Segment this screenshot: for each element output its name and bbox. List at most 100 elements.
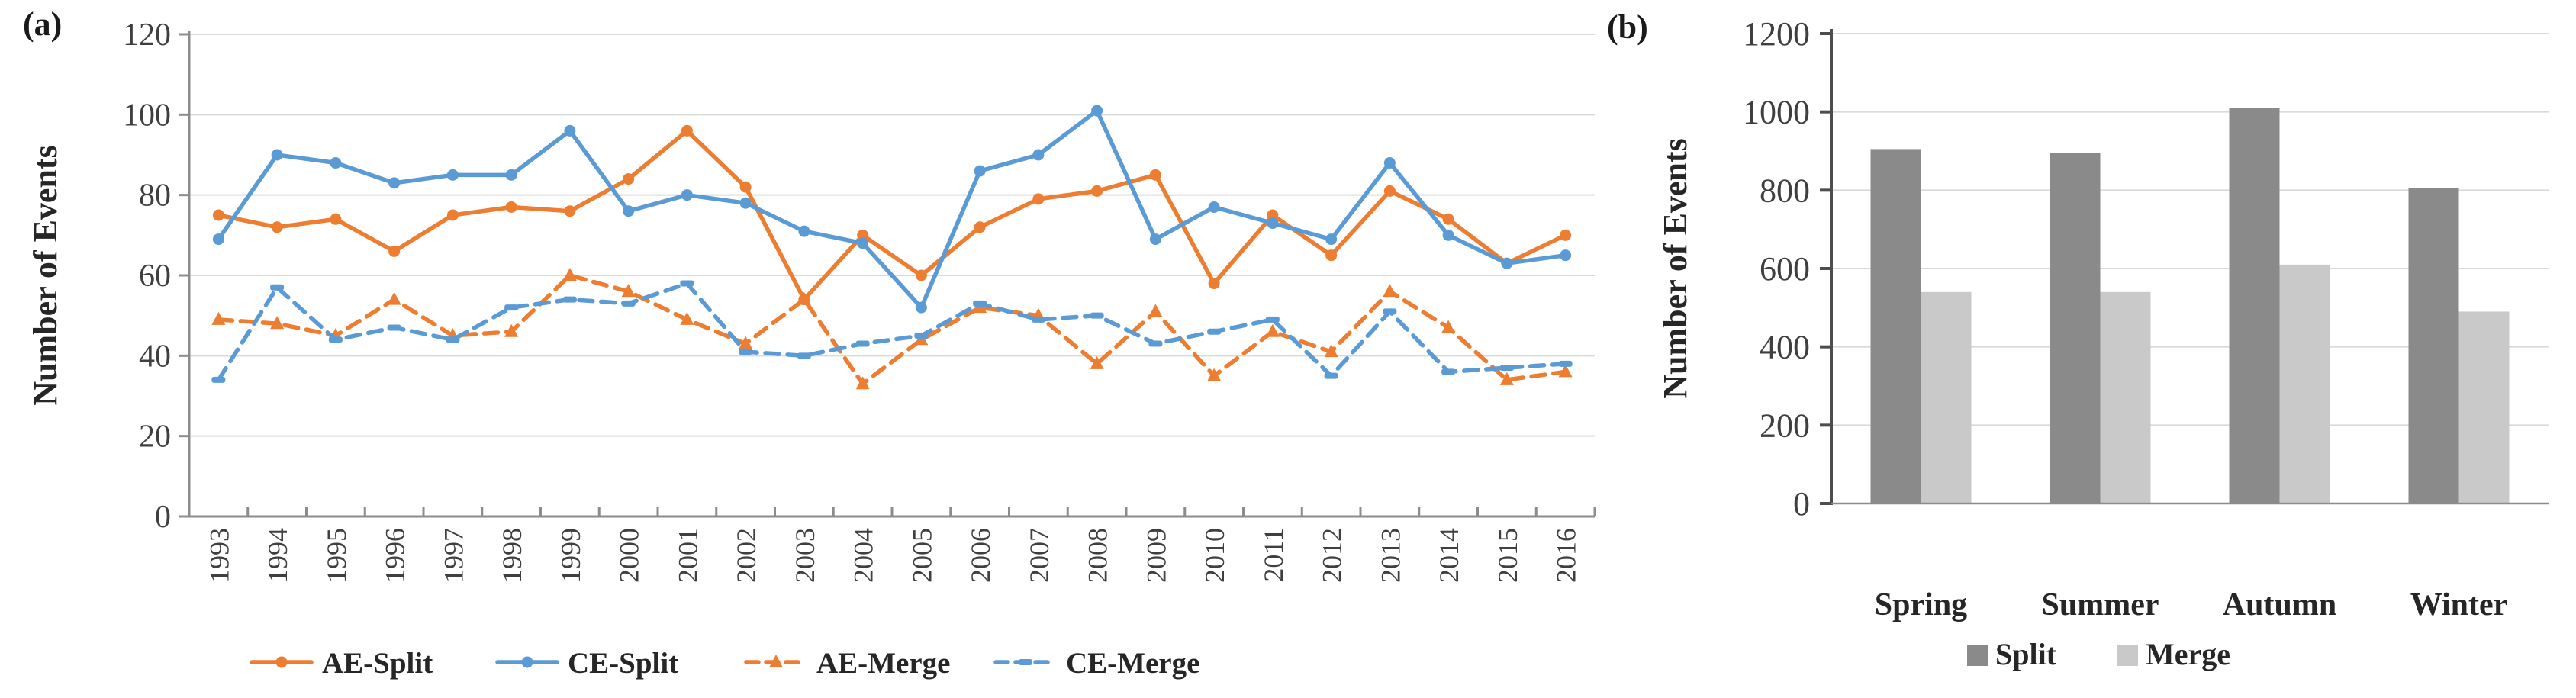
category-label-winter: Winter (2410, 587, 2508, 622)
data-point (1324, 344, 1338, 358)
data-point (505, 169, 517, 181)
series-ae-merge (211, 268, 1573, 390)
data-point (798, 225, 810, 237)
y-tick-label: 80 (139, 179, 171, 214)
legend-a: AE-Split CE-Split AE-Merge CE-Merge (250, 647, 1199, 680)
y-tick-labels: 0 200 400 600 800 1000 1200 (1743, 15, 1810, 523)
data-point (681, 189, 693, 201)
data-point (1441, 368, 1456, 375)
data-point (974, 165, 986, 177)
bars-merge (1921, 264, 2510, 503)
data-point (1207, 368, 1222, 381)
data-point (1091, 105, 1103, 117)
y-tick-label: 100 (123, 98, 171, 133)
data-point (1383, 185, 1396, 197)
bar-winter-merge (2458, 311, 2510, 503)
year-label: 1999 (555, 528, 586, 583)
data-point (1324, 372, 1338, 379)
legend-label: Split (1995, 637, 2057, 671)
data-point (680, 280, 694, 287)
legend-item-split: Split (1967, 637, 2057, 671)
data-point (1208, 278, 1220, 290)
y-tick-label: 120 (123, 18, 171, 53)
data-point (1149, 233, 1161, 246)
data-point (212, 209, 224, 221)
data-point (1148, 340, 1163, 347)
year-label: 2011 (1258, 528, 1289, 582)
data-point (1325, 233, 1338, 246)
data-point (271, 149, 283, 161)
data-point (1558, 360, 1573, 367)
year-label: 2016 (1551, 528, 1582, 583)
data-point (973, 300, 987, 307)
gridlines (189, 34, 1595, 437)
year-label: 2009 (1141, 528, 1171, 583)
data-point (388, 245, 401, 257)
data-point (564, 205, 576, 217)
data-point (974, 221, 986, 233)
year-label: 2010 (1199, 528, 1230, 583)
axes (179, 31, 1596, 518)
data-point (1208, 201, 1220, 213)
year-label: 1998 (497, 528, 527, 583)
data-point (330, 157, 342, 169)
data-point (915, 269, 927, 281)
data-point (739, 349, 753, 355)
legend-label: CE-Split (568, 647, 678, 680)
data-point (1091, 185, 1103, 197)
data-point (1560, 229, 1572, 241)
y-tick-label: 1000 (1743, 94, 1810, 131)
data-point (504, 323, 519, 337)
data-point (769, 655, 783, 667)
data-point (1148, 304, 1163, 317)
data-point (739, 197, 752, 209)
y-tick-label: 40 (139, 339, 171, 374)
data-point (797, 291, 811, 305)
legend-item-merge: Merge (2117, 637, 2230, 671)
data-point (270, 284, 285, 291)
data-point (1149, 169, 1161, 181)
data-point (623, 205, 635, 217)
y-tick-label: 400 (1760, 329, 1810, 366)
data-point (446, 209, 459, 221)
data-point (797, 352, 811, 359)
data-point (1032, 149, 1045, 161)
data-point (504, 304, 519, 311)
y-tick-label: 0 (155, 500, 171, 535)
data-point (387, 324, 401, 331)
y-tick-label: 800 (1760, 172, 1810, 209)
data-point (1442, 213, 1454, 225)
data-point (271, 221, 283, 233)
category-label-autumn: Autumn (2223, 587, 2336, 622)
legend-b: Split Merge (1967, 637, 2230, 671)
data-point (739, 181, 752, 193)
data-point (1501, 257, 1513, 269)
legend-item-ce-split: CE-Split (495, 647, 678, 680)
year-label: 1994 (262, 528, 293, 583)
year-label: 2000 (614, 528, 645, 583)
year-label: 2014 (1434, 528, 1464, 583)
data-point (739, 336, 753, 349)
data-point (1383, 284, 1397, 298)
year-label: 2005 (906, 528, 937, 583)
data-point (275, 656, 288, 668)
category-labels: Spring Summer Autumn Winter (1875, 587, 2507, 622)
bar-winter-split (2408, 188, 2459, 503)
category-label-spring: Spring (1875, 587, 1967, 622)
bar-spring-split (1870, 149, 1921, 503)
series-line (216, 128, 1568, 302)
data-point (505, 201, 517, 213)
series-line (216, 281, 1568, 382)
year-label: 2015 (1492, 528, 1523, 583)
year-label: 2013 (1375, 528, 1406, 583)
data-point (855, 340, 870, 347)
data-point (1383, 157, 1396, 169)
data-point (521, 656, 533, 668)
data-point (1267, 209, 1279, 221)
data-point (680, 311, 694, 325)
data-point (1441, 320, 1456, 333)
series-line (216, 273, 1568, 386)
year-label: 1995 (321, 528, 352, 583)
data-point (914, 333, 929, 339)
